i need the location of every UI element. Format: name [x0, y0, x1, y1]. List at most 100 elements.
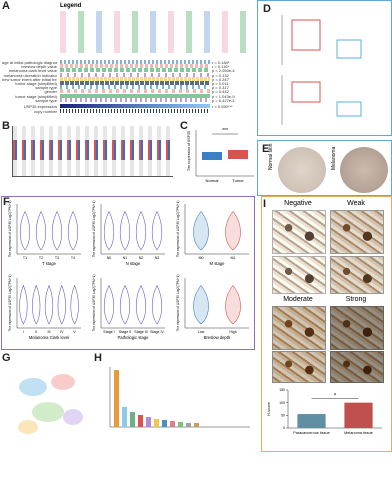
x-tick-label: II [35, 330, 37, 334]
row-label: breslow depth value [21, 64, 57, 70]
violin [193, 211, 209, 251]
row-stat: p = 0.011 [212, 81, 229, 86]
y-label: H-score [266, 401, 271, 416]
pan-cancer-plot [12, 126, 173, 177]
bar [344, 402, 373, 428]
heatmap-row [60, 72, 210, 77]
x-tick-label: T1 [23, 256, 27, 260]
x-tick-label: M0 [199, 256, 204, 260]
violin [103, 210, 115, 251]
ihc-zoom [272, 256, 326, 294]
tissue-core [340, 147, 388, 193]
row-label: gender [44, 89, 57, 95]
row-stat: p = 0.317 [212, 85, 229, 91]
row-label: USP35 expression [23, 104, 57, 109]
heatmap-row [60, 64, 210, 69]
x-tick-label: V [73, 330, 76, 334]
heatmap-row [60, 60, 210, 64]
x-label: Breslow depth [204, 335, 231, 340]
panel-letter: G [2, 352, 11, 364]
x-tick-label: I [23, 330, 24, 334]
box [291, 19, 321, 51]
x-tick-label: Normal [206, 178, 219, 183]
violin [225, 211, 241, 251]
box [202, 152, 222, 160]
violin [35, 210, 47, 251]
x-tick-label: III [48, 330, 51, 334]
panel-letter: H [94, 352, 102, 364]
box [336, 39, 362, 59]
row-label: melanoma clark level value [8, 68, 57, 74]
violin [119, 210, 131, 251]
boxplots [281, 15, 362, 125]
y-label: The expression of USP35 Log2(TPM+1) [92, 201, 96, 258]
heatmap: age at initial pathologic diagnosis r = 0… [0, 60, 252, 116]
panel-letter: D [263, 3, 271, 15]
panel-letter: A [2, 0, 10, 12]
violin [32, 284, 41, 325]
significance: *** [222, 128, 228, 134]
row-label: age at initial pathologic diagnosis [2, 60, 57, 65]
legend-title: Legend [60, 3, 82, 9]
x-tick-label: Tumor [232, 178, 244, 183]
heatmap-row [60, 89, 210, 94]
x-tick-label: N0 [107, 256, 112, 260]
row-label: sample type [35, 85, 57, 91]
row-stat: p = 0.247 [212, 76, 229, 82]
row-stat: p = 6.427e-4 [212, 97, 235, 103]
x-tick-label: N3 [155, 256, 160, 260]
violin [103, 284, 115, 325]
x-label: Melanoma Clark level [29, 335, 69, 340]
violin [225, 285, 241, 325]
row-stat: p = 0.132 [212, 72, 229, 78]
x-label: N stage [126, 261, 141, 266]
row-label: tumor stage (simplified) [15, 81, 57, 86]
box [291, 81, 321, 103]
x-tick-label: Stage I [103, 330, 114, 334]
row-stat: r = 0.184* [212, 60, 230, 65]
violin [67, 210, 79, 251]
panel-letter: I [263, 198, 267, 210]
h-score-chart: H-score 0 50 100 150 Paracancerous tissue Mela… [266, 388, 382, 435]
violin-plot: The expression of USP35 Log2(TPM+1) Low Hi… [176, 275, 249, 340]
violin [44, 284, 54, 325]
violin [51, 210, 63, 251]
violin-plot: The expression of USP35 Log2(TPM+1)I II II… [8, 275, 81, 340]
ihc-image [272, 306, 326, 350]
panel-letter: B [2, 120, 10, 132]
violin [19, 210, 31, 251]
grade-label: Negative [284, 200, 312, 207]
grade-label: Strong [345, 296, 367, 303]
ihc-zoom [330, 351, 384, 383]
ihc-image [272, 210, 326, 254]
x-tick-label: N1 [123, 256, 128, 260]
row-stat: r = 0.550*** [212, 104, 233, 109]
row-stat: p = 2.050e-4 [212, 68, 235, 74]
x-tick-label: T2 [39, 256, 43, 260]
x-label: T stage [42, 261, 57, 266]
violin-plot: The expression of USP35 Log2(TPM+1)N0 N1 N… [92, 201, 165, 266]
row-stat: p = 0.442 [212, 89, 229, 95]
x-label: Pathologic stage [118, 335, 150, 340]
y-label: The expression of USP35 Log2(TPM+1) [8, 275, 12, 332]
y-tick-label: 100 [279, 401, 285, 405]
y-tick-label: 50 [281, 414, 285, 418]
heatmap-row [60, 93, 210, 98]
row-stat: p = 1.043e-9 [212, 93, 235, 99]
heatmap-row [60, 81, 210, 85]
panel-letter: F [3, 196, 10, 208]
x-tick-label: T4 [71, 256, 75, 260]
panel-letter: C [180, 120, 188, 132]
x-tick-label: Melanoma tissue [344, 431, 373, 435]
y-label: The expression of USP35 Log2(TPM+1) [176, 201, 180, 258]
panel-letter: E [262, 143, 270, 155]
x-label: M stage [210, 261, 226, 266]
tissue-core [278, 147, 326, 193]
violin-plot: The expression of USP35 Log2(TPM+1) Stage… [92, 275, 165, 340]
x-tick-label: M1 [231, 256, 236, 260]
row-label: melanoma ulceration indicator [3, 72, 57, 78]
heatmap-row [60, 76, 210, 81]
panel-box [1, 196, 255, 350]
violin-plot: The expression of USP35 Log2(TPM+1) M0 M1 M… [176, 201, 249, 266]
row-label: copy number [33, 109, 57, 114]
